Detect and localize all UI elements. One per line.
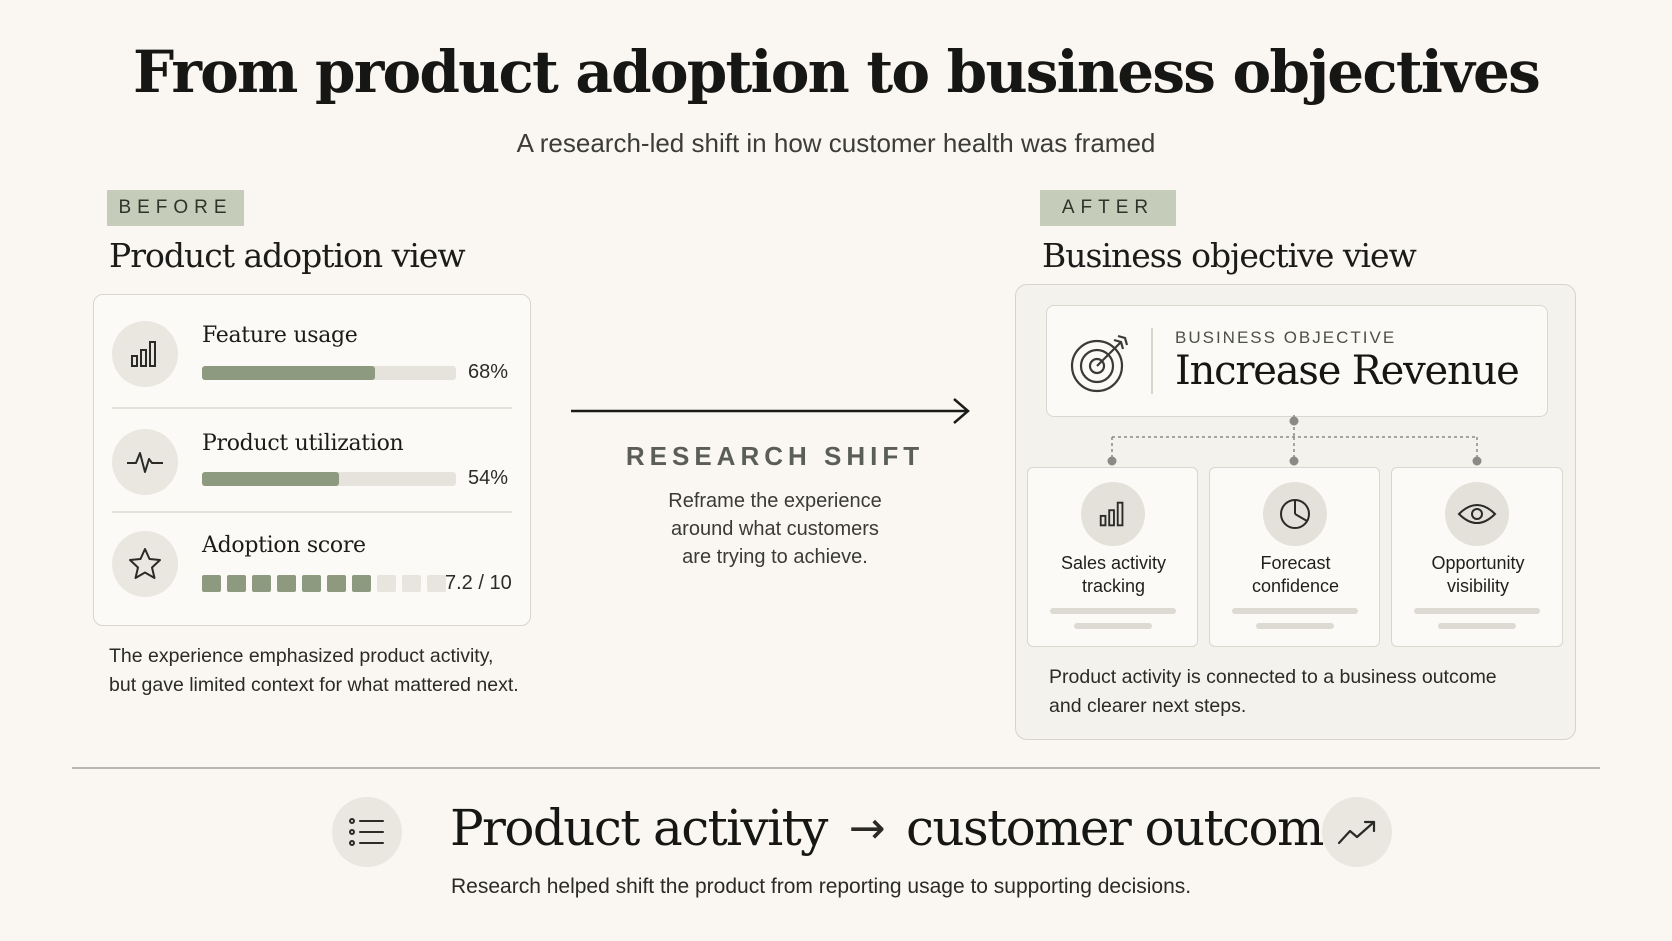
placeholder-line xyxy=(1050,608,1176,614)
card-label-line2: confidence xyxy=(1251,576,1340,596)
adoption-card: Feature usage 68% Product utilization 54… xyxy=(93,294,531,626)
footer-caption: Research helped shift the product from r… xyxy=(451,875,1192,898)
score-segment xyxy=(377,575,396,592)
footer-right-text: customer outcome xyxy=(906,799,1352,857)
bar-chart-icon xyxy=(1081,482,1145,546)
objective-kicker: BUSINESS OBJECTIVE xyxy=(1175,328,1397,347)
shift-text-line1: Reframe the experience xyxy=(668,490,882,512)
placeholder-line xyxy=(1414,608,1540,614)
objective-title: Increase Revenue xyxy=(1175,348,1520,394)
page-subtitle: A research-led shift in how customer hea… xyxy=(516,128,1156,158)
placeholder-line xyxy=(1256,623,1334,629)
placeholder-line xyxy=(1074,623,1152,629)
shift-text-line2: around what customers xyxy=(671,518,879,540)
before-heading: Product adoption view xyxy=(109,236,466,275)
business-objective-panel: BUSINESS OBJECTIVE Increase Revenue Sale… xyxy=(1015,284,1576,740)
after-caption-line1: Product activity is connected to a busin… xyxy=(1049,666,1497,688)
before-caption-line1: The experience emphasized product activi… xyxy=(109,645,494,667)
metric-label-feature-usage: Feature usage xyxy=(202,323,358,348)
metric-value-adoption-score: 7.2 / 10 xyxy=(445,572,512,594)
footer-arrow-icon: → xyxy=(848,802,886,854)
research-shift-text: Reframe the experience around what custo… xyxy=(600,487,950,571)
after-caption: Product activity is connected to a busin… xyxy=(1049,663,1497,721)
card-label-line1: Sales activity xyxy=(1060,553,1167,573)
sales-activity-card: Sales activity tracking xyxy=(1027,467,1198,647)
forecast-confidence-card: Forecast confidence xyxy=(1209,467,1380,647)
placeholder-line xyxy=(1232,608,1358,614)
list-icon xyxy=(332,797,402,867)
pulse-icon xyxy=(112,429,178,495)
row-divider xyxy=(112,511,512,513)
star-icon xyxy=(112,531,178,597)
target-icon xyxy=(1070,334,1129,393)
score-segment xyxy=(352,575,371,592)
section-divider xyxy=(72,767,1600,769)
feature-usage-bar-fill xyxy=(202,366,375,380)
trending-up-icon xyxy=(1322,797,1392,867)
score-segment xyxy=(427,575,446,592)
score-segment xyxy=(227,575,246,592)
eye-icon xyxy=(1445,482,1509,546)
objective-divider xyxy=(1151,328,1153,394)
score-segment xyxy=(302,575,321,592)
pie-chart-icon xyxy=(1263,482,1327,546)
before-caption-line2: but gave limited context for what matter… xyxy=(109,674,519,696)
product-utilization-bar xyxy=(202,472,456,486)
feature-usage-bar xyxy=(202,366,456,380)
metric-label-adoption-score: Adoption score xyxy=(202,533,366,558)
card-label-line1: Opportunity xyxy=(1431,553,1525,573)
card-label-forecast-confidence: Forecast confidence xyxy=(1210,552,1381,598)
card-label-opportunity-visibility: Opportunity visibility xyxy=(1392,552,1564,598)
card-label-line2: tracking xyxy=(1081,576,1146,596)
shift-arrow-icon xyxy=(571,398,970,424)
score-segment xyxy=(327,575,346,592)
footer-statement: Product activity → customer outcome xyxy=(450,799,1352,857)
bar-chart-icon xyxy=(112,321,178,387)
product-utilization-bar-fill xyxy=(202,472,340,486)
score-segment xyxy=(202,575,221,592)
before-caption: The experience emphasized product activi… xyxy=(109,642,519,700)
metric-value-feature-usage: 68% xyxy=(468,361,509,383)
after-heading: Business objective view xyxy=(1042,236,1417,275)
opportunity-visibility-card: Opportunity visibility xyxy=(1391,467,1563,647)
objective-connectors xyxy=(1107,415,1482,466)
page-title: From product adoption to business object… xyxy=(132,38,1541,106)
metric-label-product-utilization: Product utilization xyxy=(202,431,404,456)
footer-left-text: Product activity xyxy=(450,799,828,857)
research-shift-label: RESEARCH SHIFT xyxy=(625,441,925,471)
card-label-line1: Forecast xyxy=(1260,553,1331,573)
after-tag: AFTER xyxy=(1040,190,1176,226)
score-segment xyxy=(252,575,271,592)
before-tag: BEFORE xyxy=(107,190,244,226)
metric-value-product-utilization: 54% xyxy=(468,467,509,489)
objective-card: BUSINESS OBJECTIVE Increase Revenue xyxy=(1046,305,1548,417)
card-label-line2: visibility xyxy=(1446,576,1509,596)
score-segment xyxy=(277,575,296,592)
shift-text-line3: are trying to achieve. xyxy=(682,546,868,568)
placeholder-line xyxy=(1438,623,1516,629)
card-label-sales-activity: Sales activity tracking xyxy=(1028,552,1199,598)
score-segment xyxy=(402,575,421,592)
after-caption-line2: and clearer next steps. xyxy=(1049,695,1247,717)
row-divider xyxy=(112,407,512,409)
adoption-score-segments xyxy=(202,575,446,592)
